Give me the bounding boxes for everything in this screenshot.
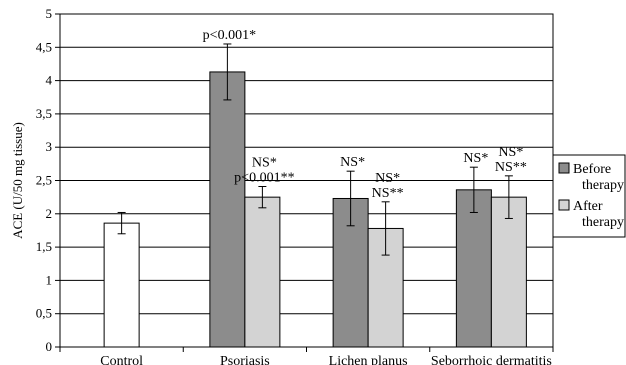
significance-label: NS** <box>495 160 527 175</box>
significance-label: p<0.001* <box>203 28 256 43</box>
y-tick-label: 4 <box>46 73 53 88</box>
bar-after-1 <box>244 196 281 348</box>
significance-label: NS* <box>340 155 365 170</box>
x-category-label: Lichen planus <box>329 354 408 365</box>
y-axis-label: ACE (U/50 mg tissue) <box>10 122 25 239</box>
y-tick-label: 2 <box>46 206 53 221</box>
y-tick-label: 2,5 <box>36 173 52 188</box>
bar-after-3 <box>490 196 527 348</box>
significance-label: NS** <box>372 186 404 201</box>
significance-label: NS* <box>463 151 488 166</box>
legend-swatch <box>558 162 570 174</box>
x-category-label: Seborrhoic dermatitis <box>431 354 552 365</box>
error-bar-after-3 <box>504 175 513 219</box>
significance-label: p<0.001** <box>234 170 294 185</box>
legend-swatch <box>558 199 570 211</box>
error-bar-before-2 <box>346 170 355 227</box>
legend-label: After <box>573 199 603 214</box>
bar-before-3 <box>455 189 492 348</box>
legend-label: therapy <box>582 178 624 193</box>
bar-before-1 <box>209 71 246 348</box>
error-bar-control <box>117 211 126 235</box>
x-category-label: Control <box>100 354 143 365</box>
y-tick-label: 1 <box>46 272 53 287</box>
error-bar-before-3 <box>469 166 478 213</box>
y-tick-label: 3 <box>46 139 53 154</box>
error-bar-after-1 <box>258 185 267 209</box>
y-tick-label: 1,5 <box>36 239 52 254</box>
y-tick-label: 0,5 <box>36 306 52 321</box>
legend-label: therapy <box>582 215 624 230</box>
significance-label: NS* <box>498 145 523 160</box>
y-tick-label: 4,5 <box>36 39 52 54</box>
significance-label: NS* <box>375 171 400 186</box>
y-tick-label: 3,5 <box>36 106 52 121</box>
significance-label: NS* <box>252 155 277 170</box>
legend-label: Before <box>573 162 611 177</box>
y-tick-label: 5 <box>46 6 53 21</box>
bar-control <box>103 222 140 348</box>
x-category-label: Psoriasis <box>220 354 270 365</box>
error-bar-after-2 <box>381 201 390 256</box>
error-bar-before-1 <box>223 43 232 101</box>
y-tick-label: 0 <box>46 339 53 354</box>
